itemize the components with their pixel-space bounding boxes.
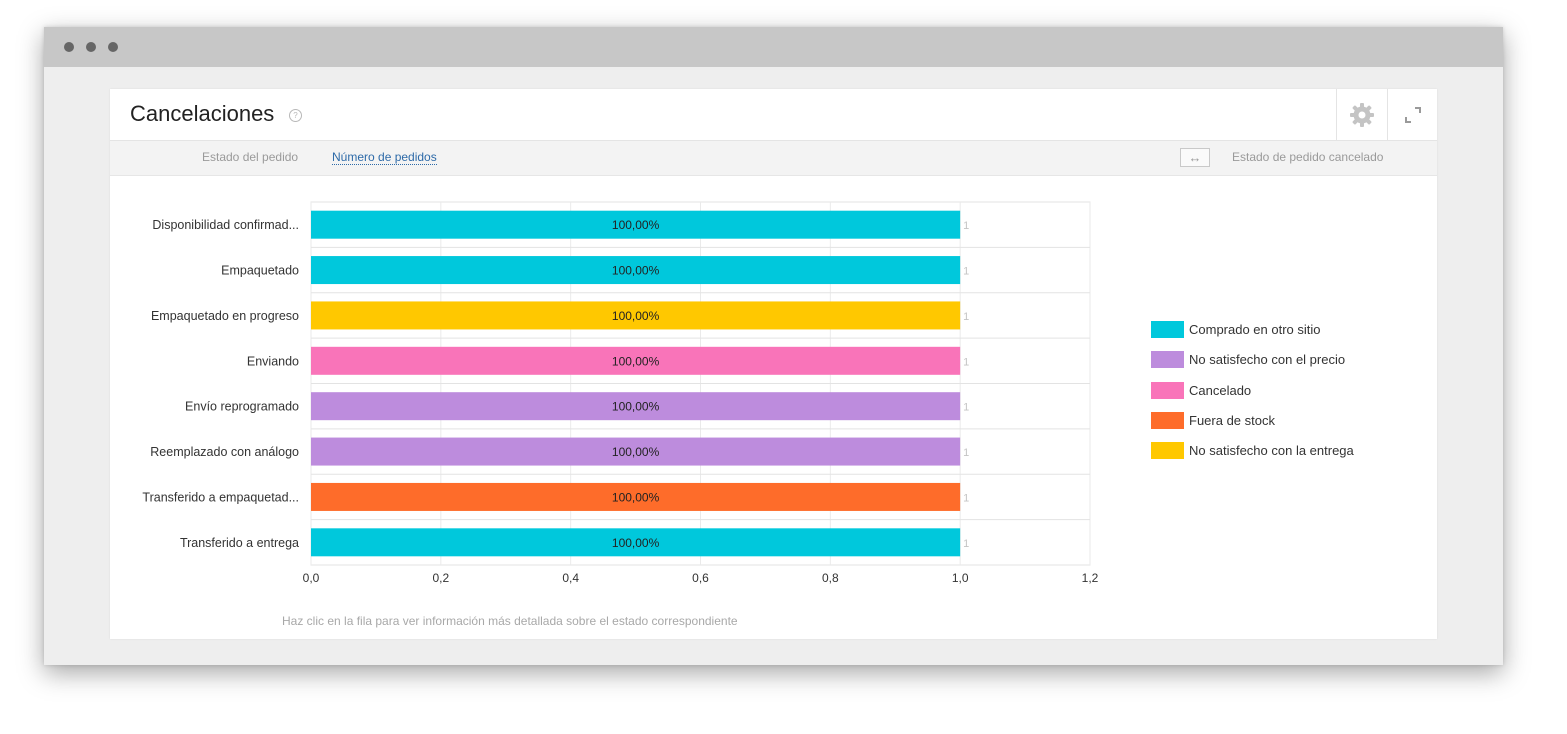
x-tick-label: 1,0 <box>952 571 969 585</box>
legend-swatch <box>1151 442 1184 460</box>
bar-end-label: 1 <box>963 220 969 232</box>
category-label[interactable]: Empaquetado <box>221 264 299 278</box>
bar-value-label: 100,00% <box>612 445 660 459</box>
legend-swatch <box>1151 411 1184 429</box>
browser-window: Cancelaciones ? <box>44 27 1503 665</box>
bar-end-label: 1 <box>963 538 969 550</box>
expand-icon <box>1405 106 1421 123</box>
panel-header: Cancelaciones ? <box>110 89 1437 141</box>
bar[interactable] <box>311 210 961 239</box>
legend-label: No satisfecho con la entrega <box>1189 443 1354 459</box>
swap-button[interactable]: ↔ <box>1180 148 1210 167</box>
gear-icon <box>1350 102 1374 127</box>
legend-label: Cancelado <box>1189 382 1252 398</box>
bar[interactable] <box>311 256 961 285</box>
bar[interactable] <box>311 392 961 421</box>
bar-value-label: 100,00% <box>612 400 660 414</box>
cancellations-panel: Cancelaciones ? <box>110 89 1437 639</box>
legend-label: Fuera de stock <box>1189 412 1275 428</box>
bar-value-label: 100,00% <box>612 264 660 278</box>
bar-end-label: 1 <box>963 492 969 504</box>
bar-value-label: 100,00% <box>612 354 660 368</box>
panel-title: Cancelaciones <box>130 101 275 126</box>
tab-number-of-orders[interactable]: Número de pedidos <box>332 150 437 165</box>
legend-swatch <box>1151 381 1184 399</box>
window-dot-icon[interactable] <box>108 42 118 52</box>
help-icon[interactable]: ? <box>289 109 302 122</box>
x-tick-label: 0,8 <box>822 571 839 585</box>
category-label[interactable]: Enviando <box>247 354 299 368</box>
bar-end-label: 1 <box>963 266 969 278</box>
x-tick-label: 0,2 <box>432 571 449 585</box>
bar[interactable] <box>311 301 961 330</box>
x-tick-label: 0,0 <box>303 571 320 585</box>
settings-button[interactable] <box>1336 89 1387 140</box>
tab-order-status[interactable]: Estado del pedido <box>202 150 299 164</box>
category-label[interactable]: Empaquetado en progreso <box>151 309 299 323</box>
bar[interactable] <box>311 528 961 557</box>
bar-value-label: 100,00% <box>612 490 660 504</box>
category-label[interactable]: Envío reprogramado <box>185 400 299 414</box>
bar-value-label: 100,00% <box>612 218 660 232</box>
bar-end-label: 1 <box>963 447 969 459</box>
window-dot-icon[interactable] <box>64 42 74 52</box>
x-tick-label: 0,6 <box>692 571 709 585</box>
metric-toolbar: Estado del pedido Número de pedidos ↔ Es… <box>110 141 1437 176</box>
expand-button[interactable] <box>1387 89 1438 140</box>
bar-value-label: 100,00% <box>612 309 660 323</box>
category-label[interactable]: Transferido a entrega <box>180 536 299 550</box>
x-tick-label: 0,4 <box>562 571 579 585</box>
legend-swatch <box>1151 351 1184 369</box>
bar[interactable] <box>311 482 961 511</box>
window-titlebar <box>44 27 1503 67</box>
category-label[interactable]: Reemplazado con análogo <box>150 445 299 459</box>
category-label[interactable]: Transferido a empaquetad... <box>142 490 299 504</box>
window-dot-icon[interactable] <box>86 42 96 52</box>
legend-swatch <box>1151 321 1184 338</box>
bar-value-label: 100,00% <box>612 536 660 550</box>
cancellations-bar-chart: Disponibilidad confirmad... 100,00% 1 Empaq… <box>142 201 1099 585</box>
bar-end-label: 1 <box>963 402 969 414</box>
bar-end-label: 1 <box>963 356 969 368</box>
bar-end-label: 1 <box>963 311 969 323</box>
legend-label: Comprado en otro sitio <box>1189 322 1321 337</box>
x-tick-label: 1,2 <box>1082 571 1099 585</box>
swap-icon: ↔ <box>1188 150 1202 165</box>
legend-label: No satisfecho con el precio <box>1189 352 1346 368</box>
bar[interactable] <box>311 437 961 466</box>
footer-hint: Haz clic en la fila para ver información… <box>282 614 738 628</box>
cancelled-status-dimension[interactable]: Estado de pedido cancelado <box>1232 150 1384 164</box>
category-label[interactable]: Disponibilidad confirmad... <box>152 218 299 232</box>
bar[interactable] <box>311 346 961 375</box>
